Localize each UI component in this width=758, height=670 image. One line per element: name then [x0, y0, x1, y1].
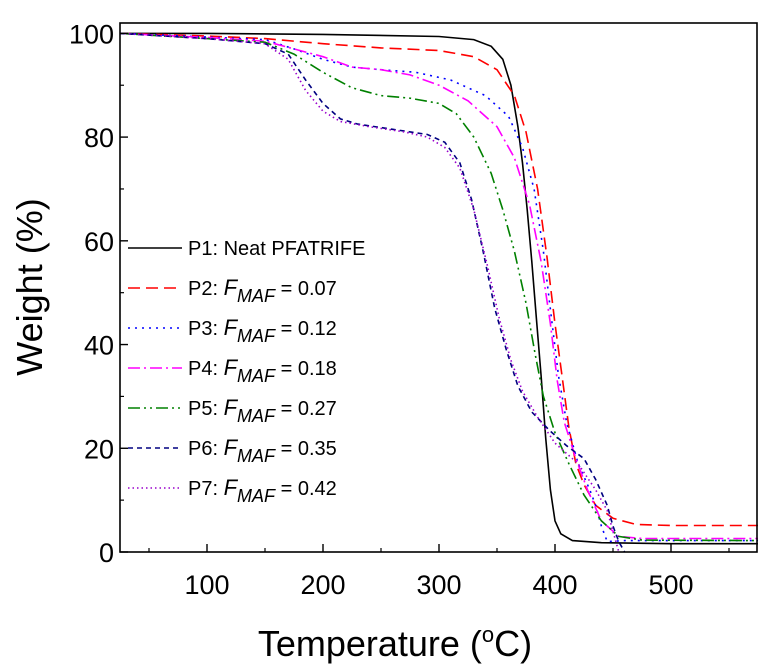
y-tick-label: 60	[84, 227, 114, 257]
x-tick-label: 300	[416, 570, 461, 600]
y-tick-label: 100	[69, 19, 114, 49]
legend-label-p2: P2: FMAF = 0.07	[188, 275, 337, 306]
y-tick-label: 20	[84, 434, 114, 464]
series-line-p7	[120, 32, 620, 552]
legend-label-p5: P5: FMAF = 0.27	[188, 395, 337, 426]
x-tick-label: 500	[648, 570, 693, 600]
legend-label-p4: P4: FMAF = 0.18	[188, 355, 337, 386]
series-line-p5	[120, 32, 758, 542]
y-tick-label: 80	[84, 123, 114, 153]
x-tick-label: 100	[184, 570, 229, 600]
y-tick-label: 0	[99, 538, 114, 568]
x-axis-title-main: Temperature (	[258, 623, 482, 664]
x-axis-title-unit: C)	[494, 623, 532, 664]
legend-label-p1: P1: Neat PFATRIFE	[188, 238, 365, 260]
legend-label-p7: P7: FMAF = 0.42	[188, 475, 337, 506]
legend-label-p6: P6: FMAF = 0.35	[188, 435, 337, 466]
ticks-layer: 100 200 300 400 500 0 20 40 60 80 100	[69, 19, 730, 600]
x-tick-label: 200	[300, 570, 345, 600]
legend: P1: Neat PFATRIFE P2: FMAF = 0.07 P3: FMAF…	[128, 238, 365, 506]
y-tick-label: 40	[84, 331, 114, 361]
x-axis-title: Temperature (oC)	[258, 622, 532, 664]
series-line-p1	[120, 32, 758, 545]
legend-label-p3: P3: FMAF = 0.12	[188, 315, 337, 346]
series-line-p2	[120, 32, 758, 527]
series-line-p3	[120, 32, 758, 543]
x-axis-title-degree-sup: o	[482, 622, 494, 647]
series-layer	[120, 32, 758, 552]
x-tick-label: 400	[532, 570, 577, 600]
y-axis-title: Weight (%)	[9, 198, 50, 375]
